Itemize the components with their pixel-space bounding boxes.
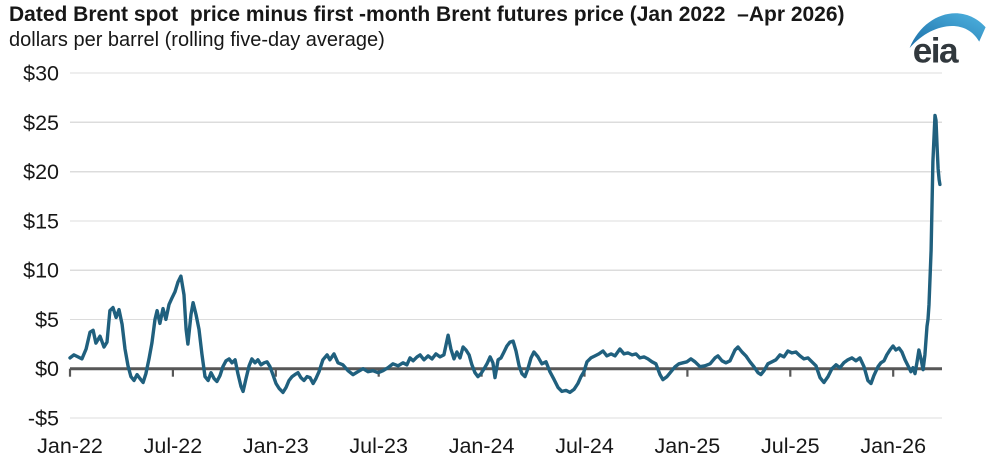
eia-logo: eia — [909, 13, 986, 66]
y-tick-label: $30 — [23, 62, 59, 86]
y-tick-label: -$5 — [28, 407, 59, 431]
chart-title: Dated Brent spot price minus first -mont… — [9, 3, 845, 26]
x-tick-label: Jul-22 — [144, 434, 203, 458]
y-tick-label: $15 — [23, 209, 59, 233]
chart-subtitle: dollars per barrel (rolling five-day ave… — [9, 29, 385, 51]
x-tick-label: Jan-24 — [449, 434, 515, 458]
x-tick-label: Jan-22 — [37, 434, 103, 458]
y-tick-label: $20 — [23, 160, 59, 184]
x-tick-label: Jan-26 — [860, 434, 926, 458]
x-tick-label: Jan-23 — [243, 434, 309, 458]
x-tick-label: Jul-25 — [761, 434, 820, 458]
x-tick-label: Jul-23 — [349, 434, 408, 458]
y-tick-label: $5 — [35, 308, 59, 332]
x-tick-label: Jan-25 — [655, 434, 721, 458]
series-line — [68, 113, 942, 395]
x-tick-label: Jul-24 — [555, 434, 614, 458]
logo-text: eia — [913, 31, 959, 66]
logo-swoosh-icon — [909, 13, 986, 49]
y-tick-label: $0 — [35, 357, 59, 381]
y-tick-label: $25 — [23, 111, 59, 135]
y-tick-label: $10 — [23, 259, 59, 283]
